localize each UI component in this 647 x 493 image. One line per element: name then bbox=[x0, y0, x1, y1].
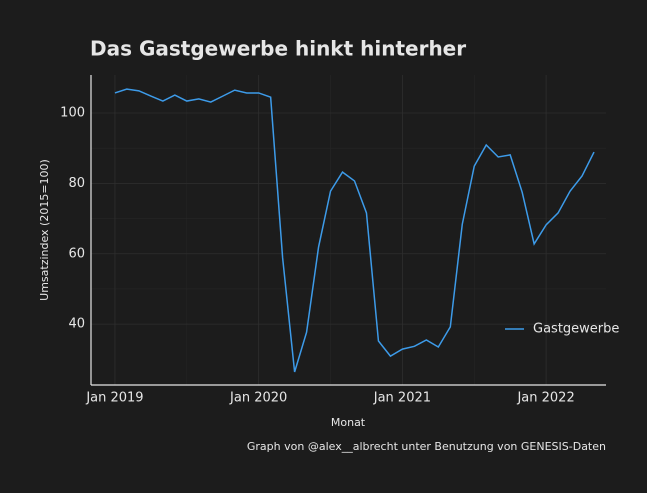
y-axis-label: Umsatzindex (2015=100) bbox=[38, 159, 51, 301]
x-tick-label: Jan 2019 bbox=[85, 391, 143, 406]
x-tick-label: Jan 2022 bbox=[516, 391, 574, 406]
y-tick-label: 60 bbox=[68, 246, 85, 261]
y-tick-label: 40 bbox=[68, 317, 85, 332]
line bbox=[114, 88, 595, 373]
x-axis-label: Monat bbox=[331, 416, 366, 429]
legend-label: Gastgewerbe bbox=[533, 322, 619, 337]
caption: Graph von @alex__albrecht unter Benutzun… bbox=[247, 440, 606, 453]
chart-title: Das Gastgewerbe hinkt hinterher bbox=[90, 37, 466, 61]
x-tick-label: Jan 2021 bbox=[373, 391, 431, 406]
x-tick-label: Jan 2020 bbox=[229, 391, 287, 406]
y-tick-label: 100 bbox=[60, 106, 85, 121]
y-tick-label: 80 bbox=[68, 176, 85, 191]
